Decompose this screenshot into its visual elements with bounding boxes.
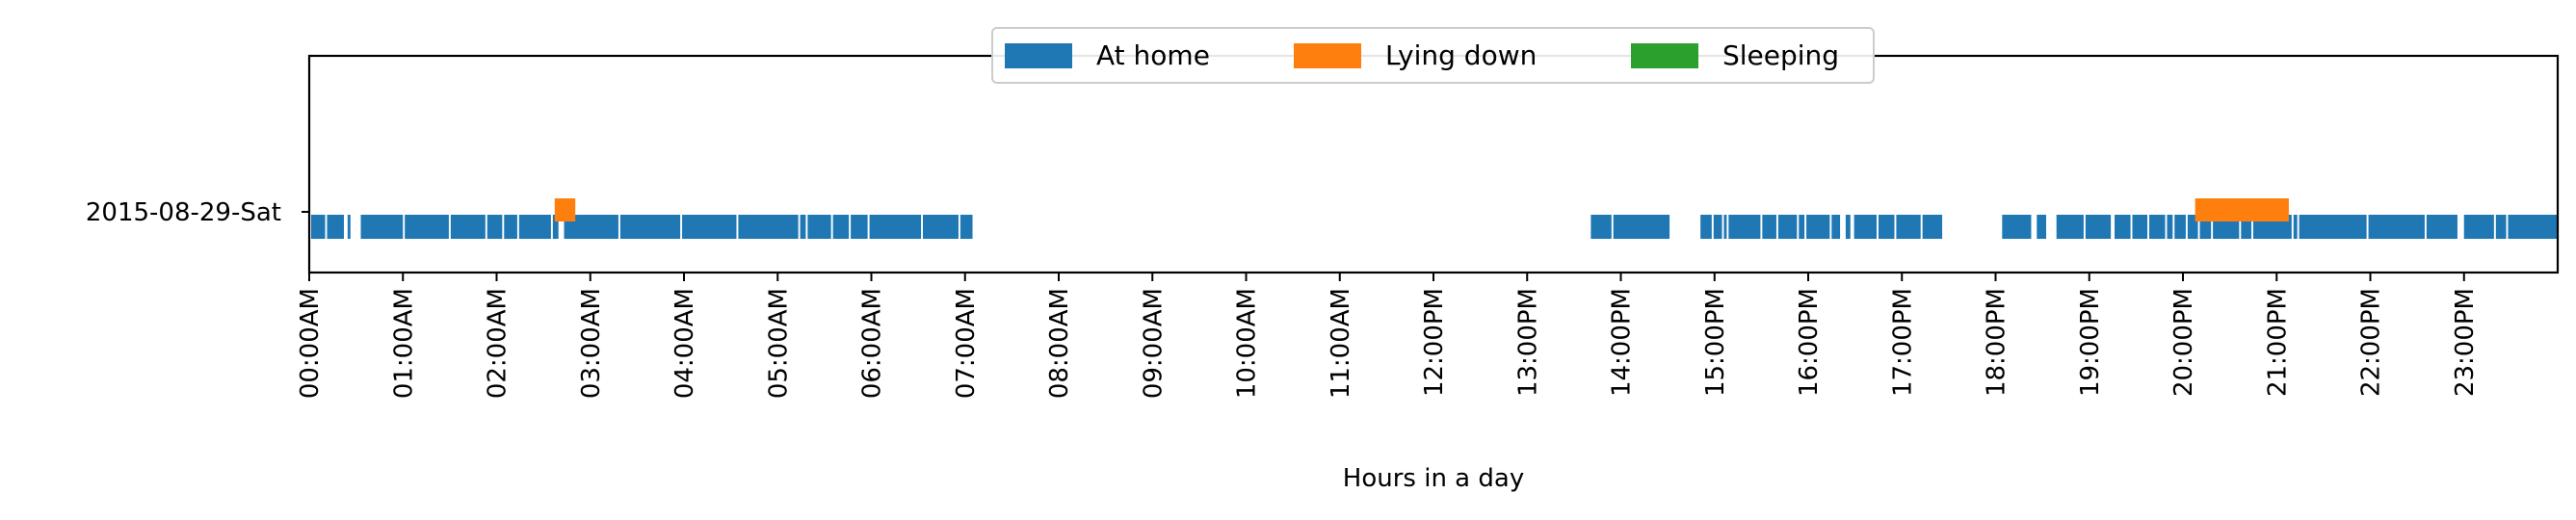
- at-home-bar: [851, 215, 868, 239]
- legend-swatch-sleeping: [1631, 43, 1698, 68]
- legend: At home Lying down Sleeping: [991, 27, 1875, 84]
- at-home-bar: [807, 215, 831, 239]
- x-tick-label: 16:00PM: [1795, 288, 1824, 397]
- at-home-bar: [2037, 215, 2047, 239]
- legend-label-at-home: At home: [1096, 39, 1210, 71]
- at-home-bar: [1723, 215, 1727, 239]
- at-home-bar: [2085, 215, 2112, 239]
- x-tick-label: 14:00PM: [1608, 288, 1637, 397]
- legend-frame: [991, 27, 1875, 84]
- at-home-bar: [1845, 215, 1851, 239]
- x-axis: 00:00AM 01:00AM 02:00AM 03:00AM 04:00AM 05:00…: [296, 273, 2480, 399]
- at-home-bar: [2199, 215, 2212, 239]
- at-home-bar: [2187, 215, 2198, 239]
- activity-bars: [310, 198, 2558, 239]
- at-home-bar: [347, 215, 351, 239]
- at-home-bar: [800, 215, 806, 239]
- at-home-bar: [2293, 215, 2298, 239]
- x-tick-label: 19:00PM: [2076, 288, 2105, 397]
- x-tick-label: 01:00AM: [389, 288, 418, 399]
- at-home-bar: [2463, 215, 2494, 239]
- x-axis-label: Hours in a day: [1343, 464, 1524, 493]
- at-home-bar: [2167, 215, 2173, 239]
- x-tick-label: 11:00AM: [1327, 288, 1355, 399]
- at-home-bar: [2426, 215, 2458, 239]
- y-axis: 2015-08-29-Sat: [86, 198, 309, 227]
- at-home-bar: [1777, 215, 1798, 239]
- at-home-bar: [1878, 215, 1895, 239]
- x-tick-label: 10:00AM: [1233, 288, 1262, 399]
- x-tick-label: 20:00PM: [2169, 288, 2198, 397]
- x-tick-label: 06:00AM: [858, 288, 887, 399]
- at-home-bar: [1590, 215, 1612, 239]
- x-tick-label: 22:00PM: [2357, 288, 2386, 397]
- at-home-bar: [1713, 215, 1722, 239]
- at-home-bar: [1831, 215, 1841, 239]
- x-tick-label: 07:00AM: [952, 288, 981, 399]
- at-home-bar: [2056, 215, 2084, 239]
- at-home-bar: [2174, 215, 2186, 239]
- x-tick-label: 00:00AM: [296, 288, 325, 399]
- at-home-bar: [1613, 215, 1670, 239]
- legend-swatch-at-home: [1005, 43, 1072, 68]
- at-home-bar: [1806, 215, 1830, 239]
- plot-frame: [307, 54, 2560, 274]
- at-home-bar: [2495, 215, 2507, 239]
- x-tick-label: 18:00PM: [1983, 288, 2011, 397]
- at-home-bar: [486, 215, 503, 239]
- at-home-bar: [450, 215, 486, 239]
- lying-down-bar: [2195, 198, 2289, 221]
- x-tick-label: 23:00PM: [2451, 288, 2480, 397]
- at-home-bar: [2299, 215, 2367, 239]
- x-tick-label: 02:00AM: [484, 288, 513, 399]
- at-home-bar: [1700, 215, 1712, 239]
- at-home-bar: [832, 215, 850, 239]
- at-home-bar: [2148, 215, 2166, 239]
- x-tick-label: 04:00AM: [670, 288, 699, 399]
- at-home-bar: [2132, 215, 2148, 239]
- x-tick-label: 12:00PM: [1420, 288, 1449, 397]
- at-home-bar: [1896, 215, 1921, 239]
- at-home-bar: [959, 215, 973, 239]
- at-home-bar: [327, 215, 344, 239]
- at-home-bar: [1799, 215, 1805, 239]
- at-home-bar: [552, 215, 559, 239]
- x-tick-label: 21:00PM: [2263, 288, 2292, 397]
- at-home-bar: [2508, 215, 2558, 239]
- at-home-bar: [518, 215, 551, 239]
- at-home-bar: [2241, 215, 2251, 239]
- x-tick-label: 03:00AM: [577, 288, 606, 399]
- at-home-bar: [869, 215, 922, 239]
- at-home-bar: [1762, 215, 1776, 239]
- at-home-bar: [360, 215, 404, 239]
- at-home-bar: [738, 215, 799, 239]
- at-home-bar: [2115, 215, 2131, 239]
- at-home-bar: [2002, 215, 2032, 239]
- at-home-bar: [619, 215, 681, 239]
- at-home-bar: [504, 215, 517, 239]
- legend-swatch-lying-down: [1294, 43, 1361, 68]
- x-tick-label: 08:00AM: [1045, 288, 1074, 399]
- at-home-bar: [1728, 215, 1761, 239]
- x-tick-label: 15:00PM: [1701, 288, 1730, 397]
- x-tick-label: 17:00PM: [1888, 288, 1917, 397]
- at-home-bar: [405, 215, 449, 239]
- legend-label-sleeping: Sleeping: [1722, 39, 1839, 71]
- at-home-bar: [310, 215, 326, 239]
- y-tick-label: 2015-08-29-Sat: [86, 198, 281, 227]
- x-tick-label: 09:00AM: [1139, 288, 1168, 399]
- at-home-bar: [1853, 215, 1877, 239]
- at-home-bar: [1922, 215, 1943, 239]
- at-home-bar: [922, 215, 959, 239]
- at-home-bar: [2368, 215, 2425, 239]
- x-tick-label: 13:00PM: [1513, 288, 1542, 397]
- at-home-bar: [682, 215, 737, 239]
- x-tick-label: 05:00AM: [764, 288, 793, 399]
- lying-down-bar: [554, 198, 576, 221]
- legend-label-lying-down: Lying down: [1385, 39, 1537, 71]
